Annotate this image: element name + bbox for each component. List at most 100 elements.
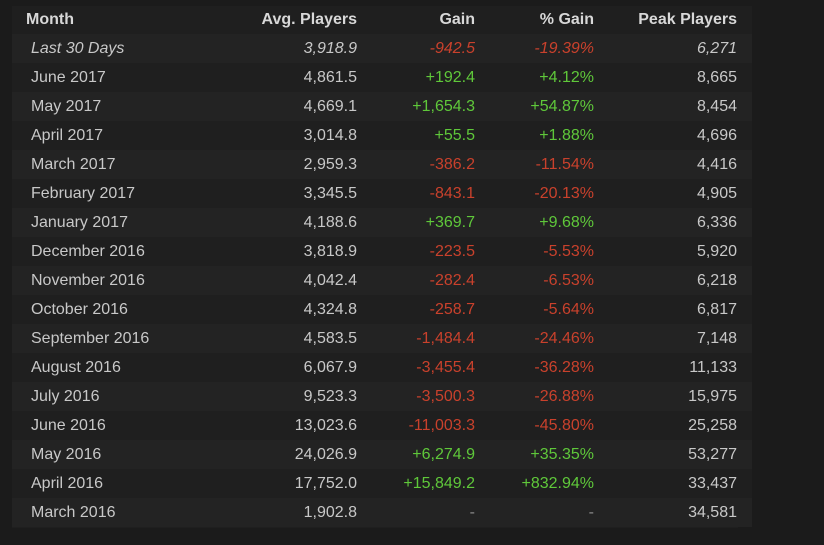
table-row: October 2016 4,324.8 -258.7 -5.64% 6,817 bbox=[12, 295, 752, 324]
cell-avg-players: 4,583.5 bbox=[303, 329, 357, 347]
cell-peak-players: 11,133 bbox=[689, 358, 737, 376]
table-row: June 2016 13,023.6 -11,003.3 -45.80% 25,258 bbox=[12, 411, 752, 440]
cell-gain: -843.1 bbox=[429, 184, 475, 202]
cell-month: May 2016 bbox=[31, 445, 102, 463]
cell-percent-gain: +9.68% bbox=[539, 213, 594, 231]
cell-month: May 2017 bbox=[31, 97, 102, 115]
cell-peak-players: 4,905 bbox=[696, 184, 737, 202]
table-row: July 2016 9,523.3 -3,500.3 -26.88% 15,975 bbox=[12, 382, 752, 411]
table-row: June 2017 4,861.5 +192.4 +4.12% 8,665 bbox=[12, 63, 752, 92]
cell-month: June 2017 bbox=[31, 68, 106, 86]
table-row: November 2016 4,042.4 -282.4 -6.53% 6,218 bbox=[12, 266, 752, 295]
cell-peak-players: 33,437 bbox=[688, 474, 737, 492]
cell-month: February 2017 bbox=[31, 184, 136, 202]
table-row: January 2017 4,188.6 +369.7 +9.68% 6,336 bbox=[12, 208, 752, 237]
cell-avg-players: 24,026.9 bbox=[294, 445, 357, 463]
cell-gain: -282.4 bbox=[429, 271, 475, 289]
cell-gain: -223.5 bbox=[429, 242, 475, 260]
player-stats-table: Month Avg. Players Gain % Gain Peak Play… bbox=[12, 6, 752, 528]
cell-avg-players: 1,902.8 bbox=[303, 503, 357, 521]
column-header-avg-players[interactable]: Avg. Players bbox=[261, 11, 357, 28]
cell-gain: +6,274.9 bbox=[412, 445, 475, 463]
cell-peak-players: 5,920 bbox=[696, 242, 737, 260]
table-row: March 2016 1,902.8 - - 34,581 bbox=[12, 498, 752, 527]
cell-peak-players: 34,581 bbox=[688, 503, 737, 521]
cell-avg-players: 9,523.3 bbox=[303, 387, 357, 405]
cell-month: November 2016 bbox=[31, 271, 145, 289]
column-header-peak-players[interactable]: Peak Players bbox=[638, 11, 737, 28]
cell-avg-players: 4,861.5 bbox=[303, 68, 357, 86]
cell-peak-players: 6,218 bbox=[696, 271, 737, 289]
cell-gain: -258.7 bbox=[429, 300, 475, 318]
cell-gain: -386.2 bbox=[429, 155, 475, 173]
cell-month: March 2017 bbox=[31, 155, 116, 173]
table-row: August 2016 6,067.9 -3,455.4 -36.28% 11,133 bbox=[12, 353, 752, 382]
table-row: May 2016 24,026.9 +6,274.9 +35.35% 53,277 bbox=[12, 440, 752, 469]
cell-gain: +15,849.2 bbox=[403, 474, 475, 492]
cell-month: Last 30 Days bbox=[31, 39, 125, 57]
cell-month: June 2016 bbox=[31, 416, 106, 434]
cell-month: September 2016 bbox=[31, 329, 150, 347]
cell-gain: -942.5 bbox=[429, 39, 475, 57]
cell-avg-players: 4,324.8 bbox=[303, 300, 357, 318]
cell-percent-gain: -26.88% bbox=[534, 387, 594, 405]
cell-avg-players: 17,752.0 bbox=[294, 474, 357, 492]
cell-month: April 2016 bbox=[31, 474, 104, 492]
cell-percent-gain: -11.54% bbox=[535, 155, 594, 173]
cell-avg-players: 3,918.9 bbox=[303, 39, 357, 57]
cell-percent-gain: +35.35% bbox=[530, 445, 594, 463]
cell-avg-players: 4,669.1 bbox=[303, 97, 357, 115]
table-row: May 2017 4,669.1 +1,654.3 +54.87% 8,454 bbox=[12, 92, 752, 121]
table-row: February 2017 3,345.5 -843.1 -20.13% 4,905 bbox=[12, 179, 752, 208]
cell-gain: -3,500.3 bbox=[416, 387, 475, 405]
cell-gain: +192.4 bbox=[425, 68, 475, 86]
cell-month: April 2017 bbox=[31, 126, 104, 144]
cell-percent-gain: -5.53% bbox=[543, 242, 594, 260]
cell-peak-players: 8,454 bbox=[696, 97, 737, 115]
cell-peak-players: 4,696 bbox=[696, 126, 737, 144]
table-row: March 2017 2,959.3 -386.2 -11.54% 4,416 bbox=[12, 150, 752, 179]
cell-peak-players: 15,975 bbox=[688, 387, 737, 405]
cell-percent-gain: -45.80% bbox=[534, 416, 594, 434]
cell-percent-gain: -6.53% bbox=[543, 271, 594, 289]
cell-percent-gain: -5.64% bbox=[543, 300, 594, 318]
cell-percent-gain: - bbox=[588, 503, 594, 521]
cell-peak-players: 7,148 bbox=[696, 329, 737, 347]
cell-percent-gain: -19.39% bbox=[534, 39, 594, 57]
table-row: April 2017 3,014.8 +55.5 +1.88% 4,696 bbox=[12, 121, 752, 150]
table-header-row: Month Avg. Players Gain % Gain Peak Play… bbox=[12, 6, 752, 34]
cell-percent-gain: -36.28% bbox=[534, 358, 594, 376]
cell-avg-players: 3,014.8 bbox=[303, 126, 357, 144]
cell-percent-gain: +54.87% bbox=[530, 97, 594, 115]
cell-month: January 2017 bbox=[31, 213, 128, 231]
column-header-percent-gain[interactable]: % Gain bbox=[539, 11, 594, 28]
column-header-month[interactable]: Month bbox=[26, 11, 74, 28]
cell-month: July 2016 bbox=[31, 387, 100, 405]
cell-peak-players: 8,665 bbox=[696, 68, 737, 86]
cell-gain: -1,484.4 bbox=[416, 329, 475, 347]
cell-avg-players: 13,023.6 bbox=[294, 416, 357, 434]
cell-avg-players: 6,067.9 bbox=[303, 358, 357, 376]
cell-avg-players: 4,042.4 bbox=[303, 271, 357, 289]
cell-gain: +55.5 bbox=[434, 126, 475, 144]
cell-avg-players: 4,188.6 bbox=[303, 213, 357, 231]
cell-peak-players: 25,258 bbox=[688, 416, 737, 434]
cell-gain: +369.7 bbox=[425, 213, 475, 231]
cell-percent-gain: -20.13% bbox=[534, 184, 594, 202]
table-row: September 2016 4,583.5 -1,484.4 -24.46% 7,14… bbox=[12, 324, 752, 353]
table-row: April 2016 17,752.0 +15,849.2 +832.94% 33,43… bbox=[12, 469, 752, 498]
column-header-gain[interactable]: Gain bbox=[439, 11, 475, 28]
cell-percent-gain: +832.94% bbox=[521, 474, 594, 492]
cell-avg-players: 3,818.9 bbox=[303, 242, 357, 260]
cell-percent-gain: +1.88% bbox=[539, 126, 594, 144]
table-body: Last 30 Days 3,918.9 -942.5 -19.39% 6,271 Jun… bbox=[12, 34, 752, 527]
cell-gain: -3,455.4 bbox=[416, 358, 475, 376]
cell-month: August 2016 bbox=[31, 358, 121, 376]
cell-month: December 2016 bbox=[31, 242, 145, 260]
table-row: December 2016 3,818.9 -223.5 -5.53% 5,920 bbox=[12, 237, 752, 266]
cell-peak-players: 6,271 bbox=[696, 39, 737, 57]
cell-gain: - bbox=[469, 503, 475, 521]
table-row: Last 30 Days 3,918.9 -942.5 -19.39% 6,271 bbox=[12, 34, 752, 63]
cell-month: October 2016 bbox=[31, 300, 128, 318]
